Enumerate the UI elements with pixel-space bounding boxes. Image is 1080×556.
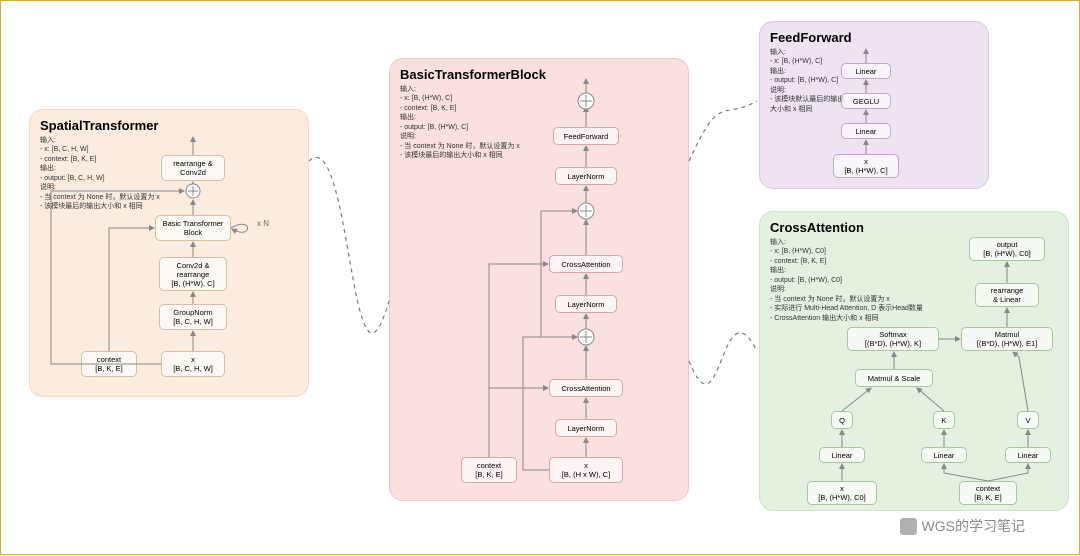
node-line: Softmax [879,330,907,339]
node-c_rl: rearrange& Linear [975,283,1039,307]
panel-basic: BasicTransformerBlock 输入: - x: [B, (H*W)… [389,58,689,501]
node-c_sm: Softmax[(B*D), (H*W), K] [847,327,939,351]
node-line: FeedForward [564,132,609,141]
node-b_ln3: LayerNorm [555,167,617,185]
watermark-text: WGS的学习笔记 [922,516,1025,536]
node-line: Linear [832,451,853,460]
node-line: LayerNorm [567,300,604,309]
node-f_g: GEGLU [841,93,891,109]
node-line: [B, (H*W), C0] [818,493,866,502]
node-line: [B, K, E] [475,470,503,479]
node-line: rearrange & [173,159,213,168]
node-line: x [864,157,868,166]
node-c_mm: Matmul[(B*D), (H*W), E1] [961,327,1053,351]
node-line: Conv2d [180,168,206,177]
node-sp_context: context[B, K, E] [81,351,137,377]
node-line: & Linear [993,295,1021,304]
node-line: Basic Transformer [163,219,224,228]
node-line: rearrange [177,270,210,279]
node-c_q: Q [831,411,853,429]
node-b_ln1: LayerNorm [555,419,617,437]
node-b_ca2: CrossAttention [549,255,623,273]
node-line: rearrange [991,286,1024,295]
node-b_x: x[B, (H x W), C] [549,457,623,483]
node-f_l1: Linear [841,123,891,139]
node-b_ln2: LayerNorm [555,295,617,313]
node-line: Matmul [995,330,1020,339]
node-b_xN: x N [257,219,279,233]
node-line: x N [257,219,269,228]
panel-spatial-title: SpatialTransformer [40,118,298,133]
node-c_lq: Linear [819,447,865,463]
node-line: x [584,461,588,470]
node-line: K [941,416,946,425]
node-sp_x: x[B, C, H, W] [161,351,225,377]
node-line: x [840,484,844,493]
node-sp_btb: Basic TransformerBlock [155,215,231,241]
node-line: output [997,240,1018,249]
node-c_x: x[B, (H*W), C0] [807,481,877,505]
node-line: GroupNorm [173,308,212,317]
node-c_ms: Matmul & Scale [855,369,933,387]
node-line: [(B*D), (H*W), K] [865,339,921,348]
node-sp_gn: GroupNorm[B, C, H, W] [159,304,227,330]
node-line: Block [184,228,202,237]
node-c_lk: Linear [921,447,967,463]
node-c_v: V [1017,411,1039,429]
panel-ff-title: FeedForward [770,30,978,45]
node-line: V [1025,416,1030,425]
node-line: [B, (H*W), C] [844,166,887,175]
node-c_out: output[B, (H*W), C0] [969,237,1045,261]
node-line: [B, C, H, W] [173,317,213,326]
node-sp_rear: rearrange &Conv2d [161,155,225,181]
node-c_ctx: context[B, K, E] [959,481,1017,505]
node-line: LayerNorm [567,424,604,433]
node-b_context: context[B, K, E] [461,457,517,483]
node-line: [(B*D), (H*W), E1] [977,339,1037,348]
panel-basic-desc: 输入: - x: [B, (H*W), C] - context: [B, K,… [400,85,678,161]
node-sp_conv: Conv2d &rearrange[B, (H*W), C] [159,257,227,291]
node-b_ca1: CrossAttention [549,379,623,397]
node-line: Linear [934,451,955,460]
node-line: Linear [1018,451,1039,460]
node-line: [B, C, H, W] [173,364,213,373]
panel-ca-title: CrossAttention [770,220,1058,235]
node-line: GEGLU [853,97,879,106]
node-f_x: x[B, (H*W), C] [833,154,899,178]
node-line: [B, K, E] [95,364,123,373]
node-line: [B, (H x W), C] [562,470,610,479]
node-line: LayerNorm [567,172,604,181]
node-line: Conv2d & [177,261,210,270]
node-line: Linear [856,127,877,136]
wechat-icon [900,518,917,535]
node-line: [B, (H*W), C] [171,279,214,288]
node-line: context [97,355,121,364]
node-line: Matmul & Scale [868,374,921,383]
node-c_k: K [933,411,955,429]
node-line: context [976,484,1000,493]
node-line: CrossAttention [561,384,610,393]
node-line: Linear [856,67,877,76]
node-line: [B, (H*W), C0] [983,249,1031,258]
node-line: CrossAttention [561,260,610,269]
node-c_lv: Linear [1005,447,1051,463]
node-f_l2: Linear [841,63,891,79]
node-line: context [477,461,501,470]
watermark: WGS的学习笔记 [900,516,1025,536]
node-b_ff: FeedForward [553,127,619,145]
node-line: [B, K, E] [974,493,1002,502]
panel-basic-title: BasicTransformerBlock [400,67,678,82]
node-line: Q [839,416,845,425]
node-line: x [191,355,195,364]
